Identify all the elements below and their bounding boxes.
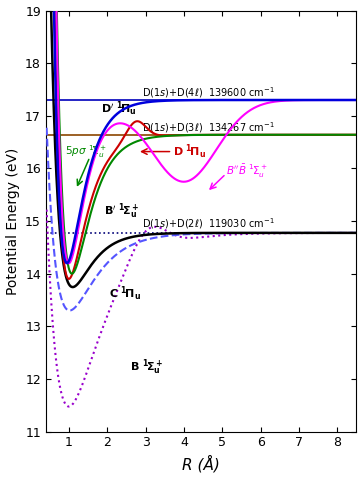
Text: D(1$s$)+D(2$\ell$)  119030 cm$^{-1}$: D(1$s$)+D(2$\ell$) 119030 cm$^{-1}$ [142,217,274,231]
Text: $\mathbf{B'\ {}^1\!\Sigma_u^+}$: $\mathbf{B'\ {}^1\!\Sigma_u^+}$ [104,202,140,221]
Text: D(1$s$)+D(4$\ell$)  139600 cm$^{-1}$: D(1$s$)+D(4$\ell$) 139600 cm$^{-1}$ [142,85,274,100]
Text: $\mathbf{B\ {}^1\!\Sigma_u^+}$: $\mathbf{B\ {}^1\!\Sigma_u^+}$ [130,358,163,378]
Text: $B''\bar{B}\ {}^1\!\Sigma_u^+$: $B''\bar{B}\ {}^1\!\Sigma_u^+$ [226,163,268,180]
Text: $5p\sigma\ {}^1\!\Sigma_u^+$: $5p\sigma\ {}^1\!\Sigma_u^+$ [65,143,107,160]
Text: D(1$s$)+D(3$\ell$)  134267 cm$^{-1}$: D(1$s$)+D(3$\ell$) 134267 cm$^{-1}$ [142,120,274,135]
Text: $\mathbf{D\ {}^1\!\Pi_u}$: $\mathbf{D\ {}^1\!\Pi_u}$ [173,142,206,161]
Text: $\mathbf{D'\ {}^1\!\Pi_u}$: $\mathbf{D'\ {}^1\!\Pi_u}$ [101,100,137,119]
Text: $\mathbf{C\ {}^1\!\Pi_u}$: $\mathbf{C\ {}^1\!\Pi_u}$ [109,284,141,303]
Y-axis label: Potential Energy (eV): Potential Energy (eV) [5,147,20,294]
X-axis label: R (Å): R (Å) [182,455,220,472]
